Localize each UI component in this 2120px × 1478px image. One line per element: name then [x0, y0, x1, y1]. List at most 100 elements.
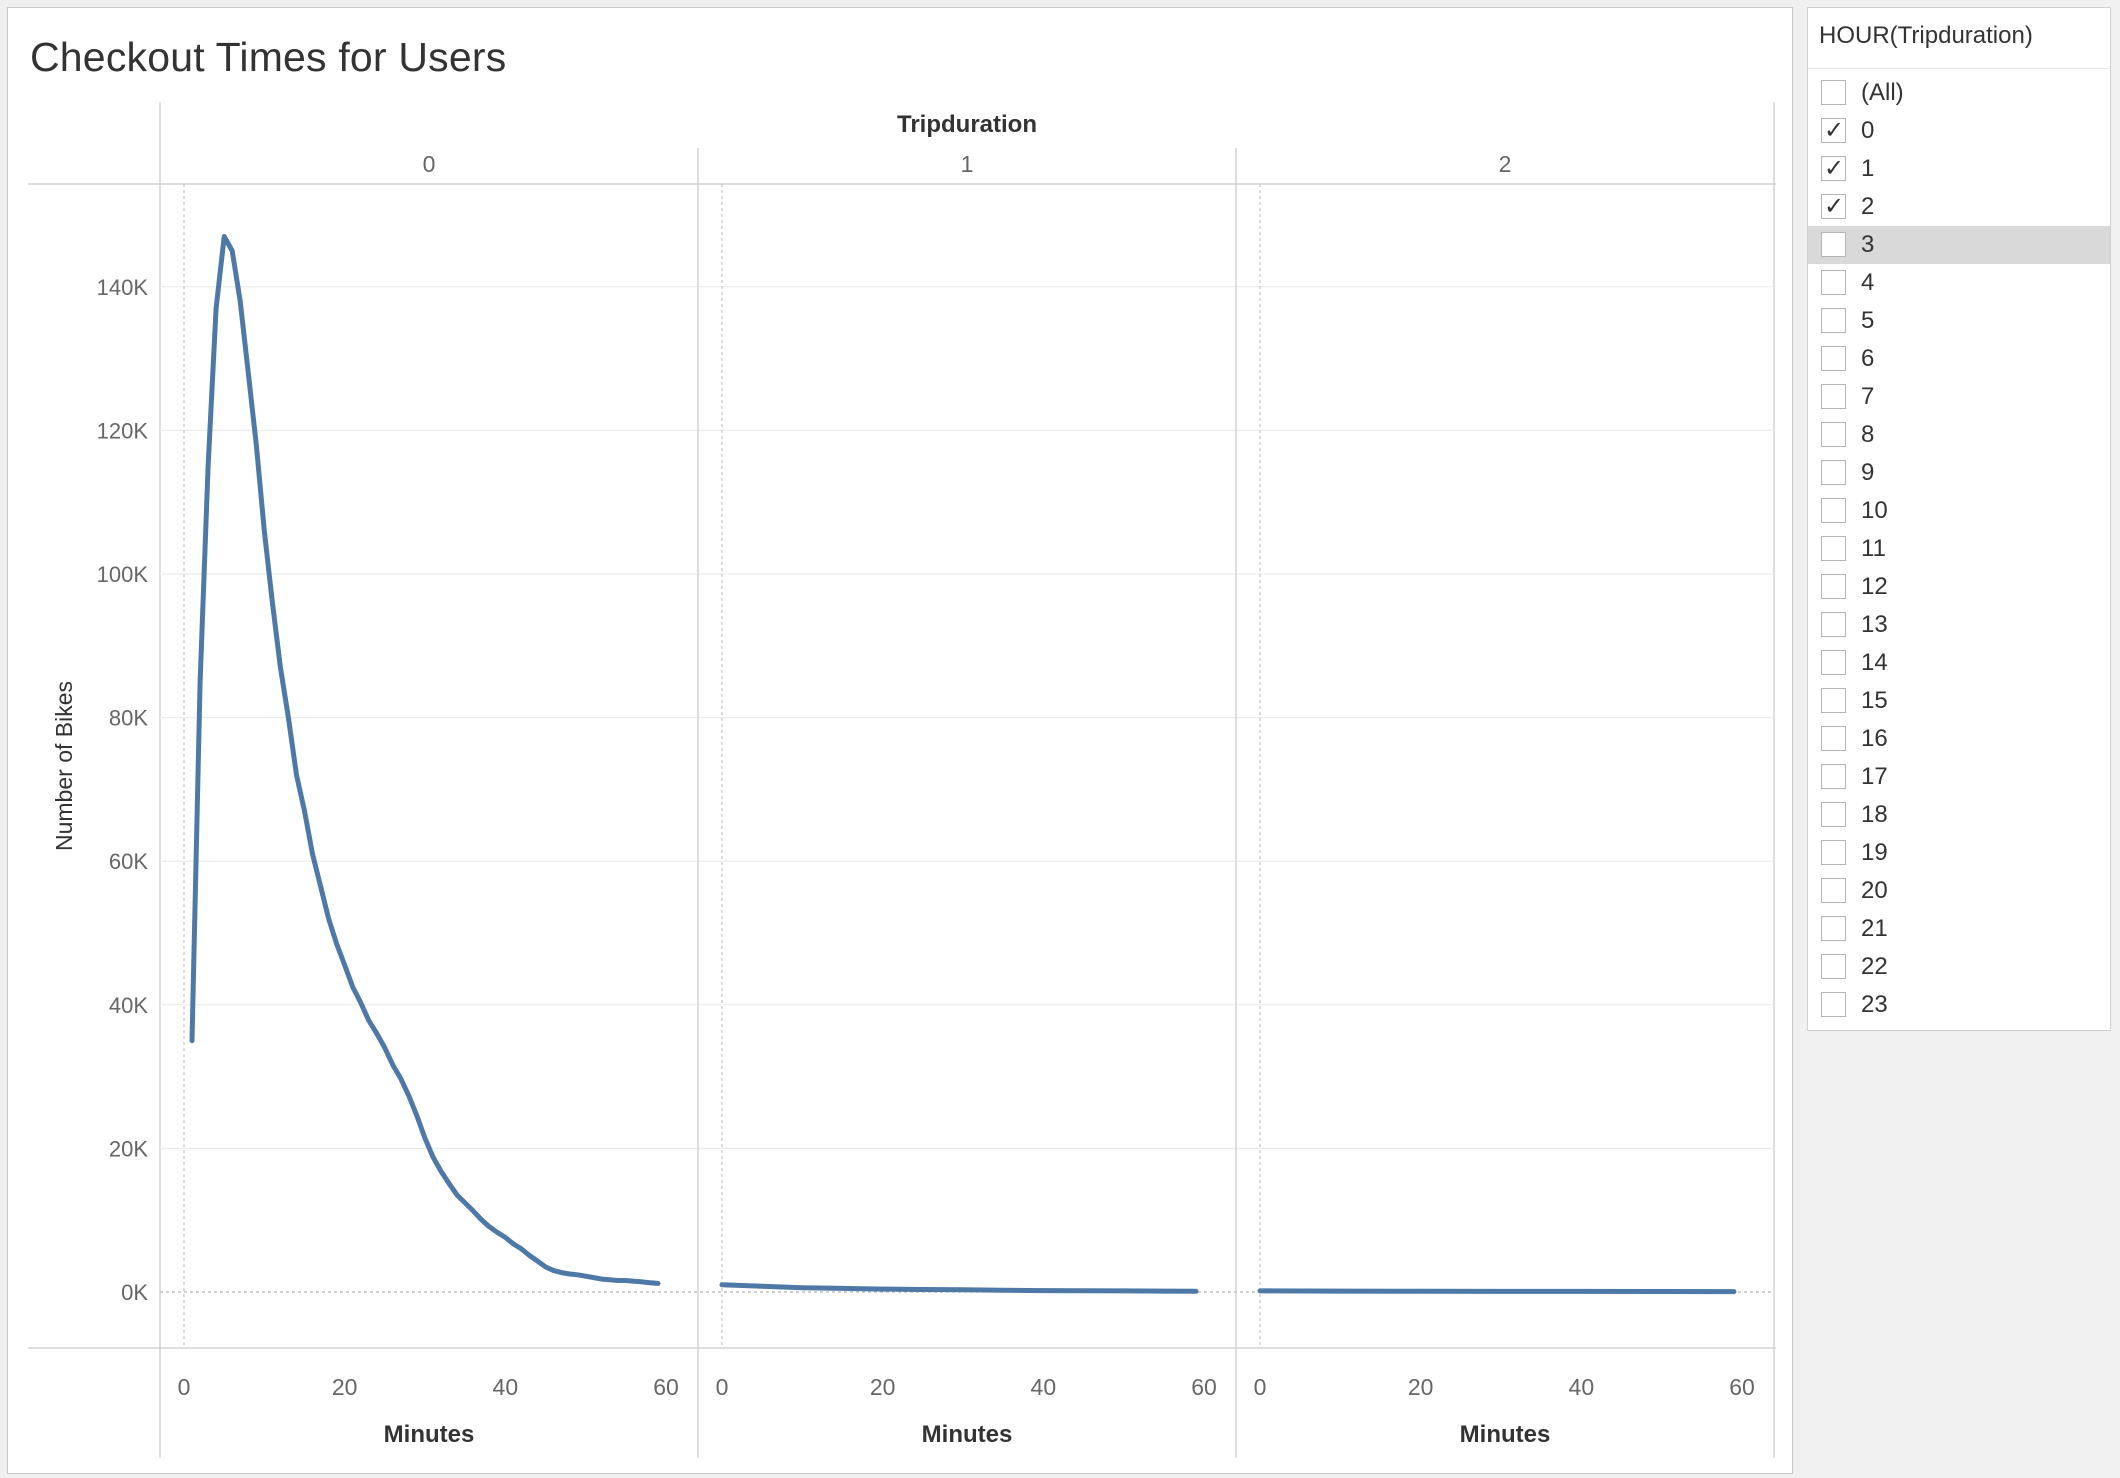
- x-tick-label: 40: [493, 1374, 519, 1400]
- x-tick-label: 0: [1254, 1374, 1267, 1400]
- filter-item[interactable]: ✓ 18: [1808, 796, 2110, 834]
- filter-item[interactable]: ✓ 21: [1808, 910, 2110, 948]
- y-tick-label: 80K: [109, 706, 148, 731]
- filter-item-label: 18: [1861, 801, 1888, 828]
- filter-item-label: 13: [1861, 611, 1888, 638]
- filter-item[interactable]: ✓ 19: [1808, 834, 2110, 872]
- filter-checkbox[interactable]: ✓: [1821, 384, 1846, 409]
- filter-checkbox[interactable]: ✓: [1821, 992, 1846, 1017]
- filter-item-label: 1: [1861, 155, 1875, 182]
- filter-item[interactable]: ✓ 23: [1808, 986, 2110, 1024]
- filter-checkbox[interactable]: ✓: [1821, 726, 1846, 751]
- filter-item-label: 15: [1861, 687, 1888, 714]
- filter-item-label: 17: [1861, 763, 1888, 790]
- filter-item[interactable]: ✓ 0: [1808, 112, 2110, 150]
- filter-title: HOUR(Tripduration): [1819, 22, 2033, 49]
- filter-item[interactable]: ✓ 17: [1808, 758, 2110, 796]
- filter-item[interactable]: ✓ 16: [1808, 720, 2110, 758]
- series-line-panel-2: [1257, 1288, 1737, 1295]
- x-tick-label: 40: [1569, 1374, 1595, 1400]
- filter-item[interactable]: ✓ 22: [1808, 948, 2110, 986]
- filter-item-label: 11: [1861, 535, 1886, 562]
- filter-item-label: 9: [1861, 459, 1875, 486]
- filter-checkbox[interactable]: ✓: [1821, 460, 1846, 485]
- y-axis-label: Number of Bikes: [51, 681, 77, 851]
- x-tick-label: 0: [716, 1374, 729, 1400]
- filter-item[interactable]: ✓4: [1808, 264, 2110, 302]
- filter-checkbox[interactable]: ✓: [1821, 574, 1846, 599]
- filter-item[interactable]: ✓ 14: [1808, 644, 2110, 682]
- panel-header-label: 2: [1499, 151, 1512, 177]
- chart-title: Checkout Times for Users: [30, 34, 507, 80]
- filter-checkbox[interactable]: ✓: [1821, 612, 1846, 637]
- filter-item[interactable]: ✓ (All): [1808, 74, 2110, 112]
- filter-item-label: 14: [1861, 649, 1888, 676]
- filter-checkbox[interactable]: ✓: [1821, 954, 1846, 979]
- x-tick-label: 20: [332, 1374, 358, 1400]
- x-tick-label: 40: [1031, 1374, 1057, 1400]
- filter-divider: [1808, 68, 2110, 69]
- x-tick-label: 0: [178, 1374, 191, 1400]
- x-axis-label: Minutes: [922, 1421, 1013, 1448]
- x-tick-label: 60: [653, 1374, 679, 1400]
- filter-checkbox[interactable]: ✓: [1821, 498, 1846, 523]
- y-tick-label: 40K: [109, 993, 148, 1018]
- filter-item-label: 4: [1861, 269, 1875, 296]
- x-axis-label: Minutes: [1460, 1421, 1551, 1448]
- filter-checkbox[interactable]: ✓: [1821, 192, 1846, 220]
- column-header: Tripduration: [897, 111, 1037, 138]
- filter-item[interactable]: ✓ 15: [1808, 682, 2110, 720]
- filter-checkbox[interactable]: ✓: [1821, 232, 1846, 257]
- filter-item[interactable]: ✓ 12: [1808, 568, 2110, 606]
- hour-filter-panel: HOUR(Tripduration) ✓(All)✓0✓1✓2✓3✓4✓5✓6✓…: [1807, 7, 2111, 1031]
- filter-item[interactable]: ✓ 1: [1808, 150, 2110, 188]
- panel-header-label: 1: [961, 151, 974, 177]
- filter-item[interactable]: ✓ 2: [1808, 188, 2110, 226]
- filter-item-label: 23: [1861, 991, 1888, 1018]
- y-tick-label: 0K: [121, 1280, 148, 1305]
- filter-item-label: 0: [1861, 117, 1875, 144]
- filter-item[interactable]: ✓ 13: [1808, 606, 2110, 644]
- filter-checkbox[interactable]: ✓: [1821, 270, 1846, 295]
- filter-checkbox[interactable]: ✓: [1821, 802, 1846, 827]
- filter-item-label: 2: [1861, 193, 1875, 220]
- filter-item[interactable]: ✓7: [1808, 378, 2110, 416]
- filter-item-label: 5: [1861, 307, 1875, 334]
- filter-item[interactable]: ✓5: [1808, 302, 2110, 340]
- filter-checkbox[interactable]: ✓: [1821, 688, 1846, 713]
- checkmark-icon: ✓: [1824, 192, 1845, 220]
- filter-checkbox[interactable]: ✓: [1821, 154, 1846, 182]
- filter-item[interactable]: ✓ 20: [1808, 872, 2110, 910]
- y-tick-label: 60K: [109, 849, 148, 874]
- filter-item[interactable]: ✓9: [1808, 454, 2110, 492]
- filter-item[interactable]: ✓6: [1808, 340, 2110, 378]
- x-tick-label: 20: [1408, 1374, 1434, 1400]
- filter-checkbox[interactable]: ✓: [1821, 536, 1846, 561]
- filter-item-label: 16: [1861, 725, 1888, 752]
- filter-checkbox[interactable]: ✓: [1821, 916, 1846, 941]
- y-tick-label: 100K: [97, 562, 149, 587]
- filter-item[interactable]: ✓8: [1808, 416, 2110, 454]
- filter-item-label: 20: [1861, 877, 1888, 904]
- filter-item[interactable]: ✓ 10: [1808, 492, 2110, 530]
- filter-checkbox[interactable]: ✓: [1821, 650, 1846, 675]
- filter-checkbox[interactable]: ✓: [1821, 116, 1846, 144]
- filter-checkbox[interactable]: ✓: [1821, 80, 1846, 105]
- filter-checkbox[interactable]: ✓: [1821, 308, 1846, 333]
- filter-checkbox[interactable]: ✓: [1821, 840, 1846, 865]
- filter-checkbox[interactable]: ✓: [1821, 764, 1846, 789]
- filter-item-label: 21: [1861, 915, 1888, 942]
- filter-item-label: 6: [1861, 345, 1875, 372]
- y-tick-label: 20K: [109, 1136, 148, 1161]
- y-tick-label: 140K: [97, 275, 149, 300]
- x-tick-label: 60: [1729, 1374, 1755, 1400]
- series-line-panel-1: [719, 1282, 1199, 1294]
- filter-checkbox[interactable]: ✓: [1821, 878, 1846, 903]
- filter-item[interactable]: ✓3: [1808, 226, 2110, 264]
- series-line-panel-0: [189, 234, 661, 1286]
- filter-checkbox[interactable]: ✓: [1821, 346, 1846, 371]
- filter-item[interactable]: ✓ 11: [1808, 530, 2110, 568]
- filter-checkbox[interactable]: ✓: [1821, 422, 1846, 447]
- filter-item-label: 10: [1861, 497, 1888, 524]
- checkmark-icon: ✓: [1824, 154, 1845, 182]
